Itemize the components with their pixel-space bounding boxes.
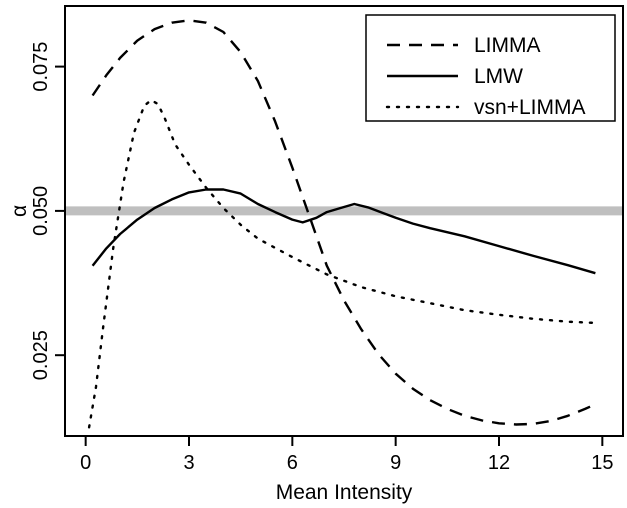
x-axis-label: Mean Intensity bbox=[276, 481, 413, 504]
plot-layer bbox=[65, 19, 623, 429]
series-line-limma bbox=[91, 19, 596, 426]
legend-label-vsn-limma: vsn+LIMMA bbox=[474, 96, 585, 119]
legend-label-lmw: LMW bbox=[474, 65, 523, 88]
x-tick-label: 9 bbox=[390, 452, 401, 474]
y-tick-label: 0.025 bbox=[30, 330, 52, 380]
series-line-lmw bbox=[91, 188, 596, 275]
series-line-vsn-limma bbox=[87, 98, 597, 429]
x-tick-label: 15 bbox=[591, 452, 613, 474]
x-tick-label: 0 bbox=[80, 452, 91, 474]
y-tick-label: 0.050 bbox=[30, 186, 52, 236]
y-axis-label: α bbox=[8, 205, 31, 217]
plot-frame bbox=[64, 5, 624, 437]
legend-label-limma: LIMMA bbox=[474, 34, 541, 57]
y-tick-label: 0.075 bbox=[30, 42, 52, 92]
legend: LIMMA LMW vsn+LIMMA bbox=[365, 14, 616, 122]
x-tick-label: 3 bbox=[183, 452, 194, 474]
x-tick-label: 12 bbox=[488, 452, 510, 474]
legend-box bbox=[365, 14, 616, 122]
x-tick-label: 6 bbox=[287, 452, 298, 474]
axis-layer: 0 3 6 9 12 15 0.025 0.050 0.075 bbox=[30, 42, 613, 474]
